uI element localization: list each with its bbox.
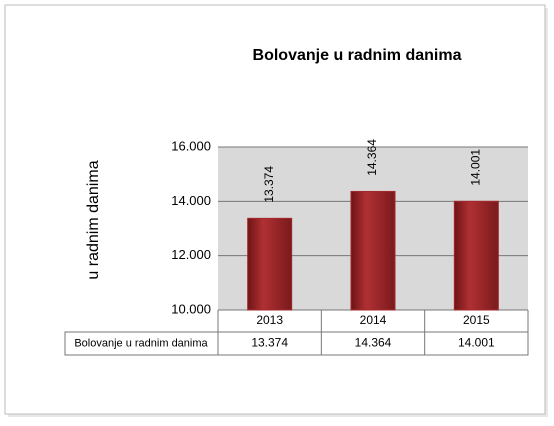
x-tick-label: 2015	[463, 313, 490, 327]
y-tick-label: 10.000	[171, 301, 211, 316]
data-label: 14.001	[469, 149, 483, 186]
x-tick-label: 2013	[256, 313, 283, 327]
y-tick-label: 12.000	[171, 247, 211, 262]
data-table-value: 14.364	[355, 336, 392, 350]
data-label: 14.364	[365, 139, 379, 176]
x-tick-label: 2014	[360, 313, 387, 327]
chart-title: Bolovanje u radnim danima	[253, 47, 462, 64]
data-table-series-name: Bolovanje u radnim danima	[74, 337, 208, 349]
data-table-frame	[64, 331, 529, 356]
data-table-value: 14.001	[458, 336, 495, 350]
data-table-value: 13.374	[251, 336, 288, 350]
data-label: 13.374	[262, 166, 276, 203]
bar	[453, 200, 499, 311]
y-tick-label: 14.000	[171, 193, 211, 208]
y-axis-title: u radnim danima	[85, 160, 102, 279]
y-tick-label: 16.000	[171, 138, 211, 153]
bar	[247, 217, 293, 311]
bar	[350, 190, 396, 311]
